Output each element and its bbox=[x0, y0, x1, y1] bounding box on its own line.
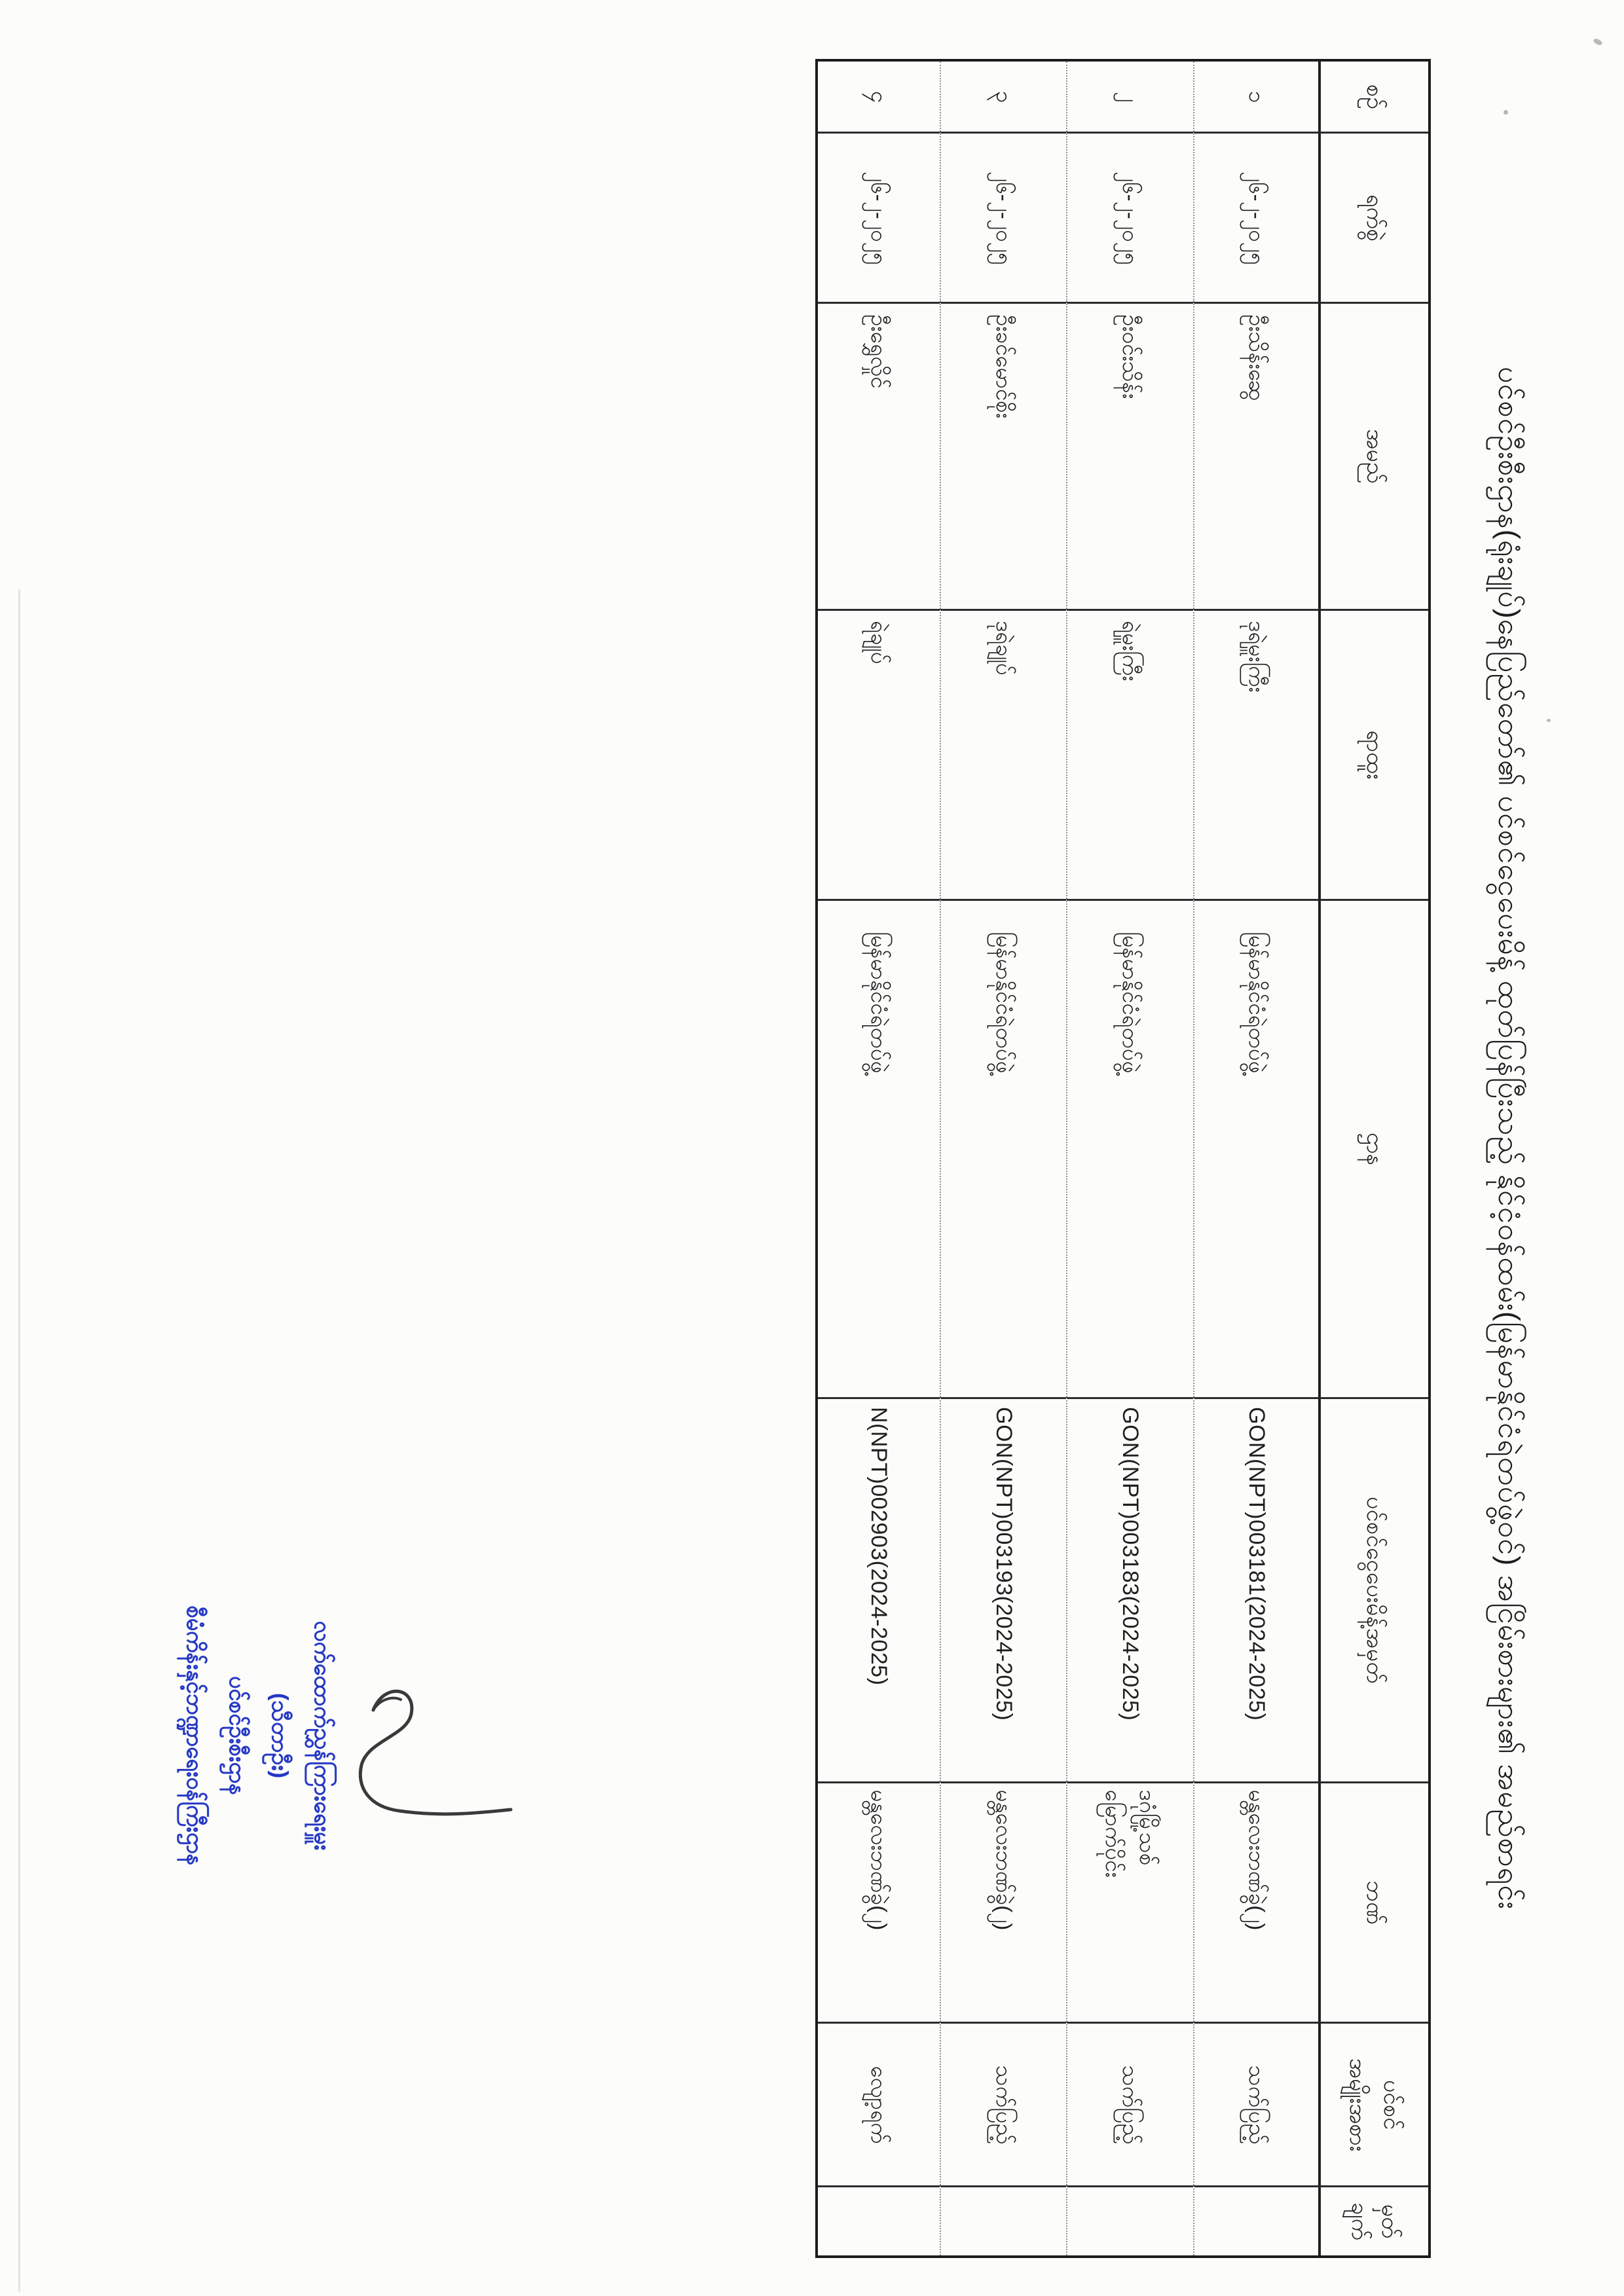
cell-name-r4: ဦးရွှေလှိုင် bbox=[818, 302, 940, 609]
cell-orderno-r2: GON(NPT)003183(2024-2025) bbox=[1066, 1397, 1193, 1781]
cell-remark-r2 bbox=[1066, 2185, 1193, 2255]
cell-orderno-r1: GON(NPT)003181(2024-2025) bbox=[1193, 1397, 1318, 1781]
cell-name-r2: ဦးဝင်းသိန်း bbox=[1066, 302, 1193, 609]
header-pension-type: ပင်စင် အမျိုးအစား bbox=[1318, 2022, 1428, 2185]
cell-bank-r2: ဒဂုံမြို့သစ် မြောက်ပိုင်း bbox=[1066, 1781, 1193, 2022]
cell-date-r1: ၂၆-၂-၂၀၂၅ bbox=[1193, 132, 1318, 302]
stamp-name-line: (သီတာဦး) bbox=[267, 1692, 292, 1779]
cell-bank-r4: မန္တလေးဘဏ်ခွဲ(၂) bbox=[818, 1781, 940, 2022]
pension-type-header-line1: ပင်စင် bbox=[1379, 2079, 1404, 2130]
cell-rank-r3: ဒုရဲချုပ် bbox=[940, 609, 1066, 899]
header-date: ရက်စွဲ bbox=[1318, 132, 1428, 302]
header-name: အမည် bbox=[1318, 302, 1428, 609]
cell-dept-r1: မြန်မာနိုင်ငံရဲတပ်ဖွဲ့ bbox=[1193, 899, 1318, 1397]
header-bank: ဘဏ် bbox=[1318, 1781, 1428, 2022]
cell-remark-r3 bbox=[940, 2185, 1066, 2255]
approval-stamp: လက်ထောက်ညွှန်ကြားရေးမှူး (သီတာဦး) ပင်စင်… bbox=[173, 1542, 343, 1929]
stamp-title-line: လက်ထောက်ညွှန်ကြားရေးမှူး bbox=[310, 1620, 335, 1851]
header-rank: ရာထူး bbox=[1318, 609, 1428, 899]
cell-rank-r4: ရဲချုပ် bbox=[818, 609, 940, 899]
cell-bank-r1: မန္တလေးဘဏ်ခွဲ(၂) bbox=[1193, 1781, 1318, 2022]
cell-serial-r1: ၁ bbox=[1193, 62, 1318, 132]
cell-bank-r3: မန္တလေးဘဏ်ခွဲ(၂) bbox=[940, 1781, 1066, 2022]
cell-orderno-r3: GON(NPT)003193(2024-2025) bbox=[940, 1397, 1066, 1781]
cell-date-r4: ၂၆-၂-၂၀၂၅ bbox=[818, 132, 940, 302]
dust-speck bbox=[1547, 719, 1551, 722]
cell-dept-r4: မြန်မာနိုင်ငံရဲတပ်ဖွဲ့ bbox=[818, 899, 940, 1397]
cell-date-r3: ၂၆-၂-၂၀၂၅ bbox=[940, 132, 1066, 302]
cell-date-r2: ၂၆-၂-၂၀၂၅ bbox=[1066, 132, 1193, 302]
cell-dept-r2: မြန်မာနိုင်ငံရဲတပ်ဖွဲ့ bbox=[1066, 899, 1193, 1397]
stamp-ministry-line: စီမံကိန်းနှင့်ဘဏ္ဍာရေးဝန်ကြီးဌာန bbox=[182, 1605, 207, 1866]
cell-remark-r1 bbox=[1193, 2185, 1318, 2255]
cell-rank-r1: ဒုရဲမှူးကြီး bbox=[1193, 609, 1318, 899]
cell-dept-r3: မြန်မာနိုင်ငံရဲတပ်ဖွဲ့ bbox=[940, 899, 1066, 1397]
pension-type-header-line2: အမျိုးအစား bbox=[1345, 2058, 1370, 2151]
header-dept: ဌာန bbox=[1318, 899, 1428, 1397]
cell-name-r3: ဦးခင်မောင်စိုး bbox=[940, 302, 1066, 609]
remark-header-line2: ချက် bbox=[1347, 2202, 1372, 2240]
remark-header-line1: မှတ် bbox=[1377, 2204, 1402, 2239]
cell-serial-r2: ၂ bbox=[1066, 62, 1193, 132]
cell-serial-r4: ၄ bbox=[867, 90, 891, 103]
cell-type-r1: သက်ပြည့် bbox=[1193, 2022, 1318, 2185]
header-remark: မှတ် ချက် bbox=[1318, 2185, 1428, 2255]
cell-rank-r2: ရဲမှူးကြီး bbox=[1066, 609, 1193, 899]
cell-name-r1: ဦးသိန်းဆွေ bbox=[1193, 302, 1318, 609]
scan-edge-artifact bbox=[18, 589, 20, 2291]
cell-type-r3: သက်ပြည့် bbox=[940, 2022, 1066, 2185]
bank-line2: မြောက်ပိုင်း bbox=[1101, 1789, 1126, 1878]
dust-speck bbox=[1592, 37, 1604, 47]
cell-orderno-r4: N(NPT)002903(2024-2025) bbox=[818, 1397, 940, 1781]
bank-line1: ဒဂုံမြို့သစ် bbox=[1135, 1789, 1160, 1866]
cell-type-r2: သက်ပြည့် bbox=[1066, 2022, 1193, 2185]
cell-remark-r4 bbox=[818, 2185, 940, 2255]
pension-table: ၄ ၃ ၂ ၁ စဉ် ၂၆-၂-၂၀၂၅ ၂၆-၂-၂၀၂၅ ၂၆-၂-၂၀၂… bbox=[815, 59, 1431, 2258]
header-serial: စဉ် bbox=[1318, 62, 1428, 132]
header-orderno: ပင်စင်ငွေပေးမိန့်အမှတ် bbox=[1318, 1397, 1428, 1781]
cell-type-r4: လျော့ရက် bbox=[818, 2022, 940, 2185]
cell-serial-r3: ၃ bbox=[940, 62, 1066, 132]
page-title: ပင်စင်ဦးစီးဌာန(ရုံးချုပ်)နေပြည်တော်၏ ပင်… bbox=[1492, 367, 1526, 1910]
stamp-dept-line: ပင်စင်ဦးစီးဌာန bbox=[225, 1676, 249, 1795]
signature-ink bbox=[358, 1689, 513, 1816]
dust-speck bbox=[1504, 110, 1508, 115]
